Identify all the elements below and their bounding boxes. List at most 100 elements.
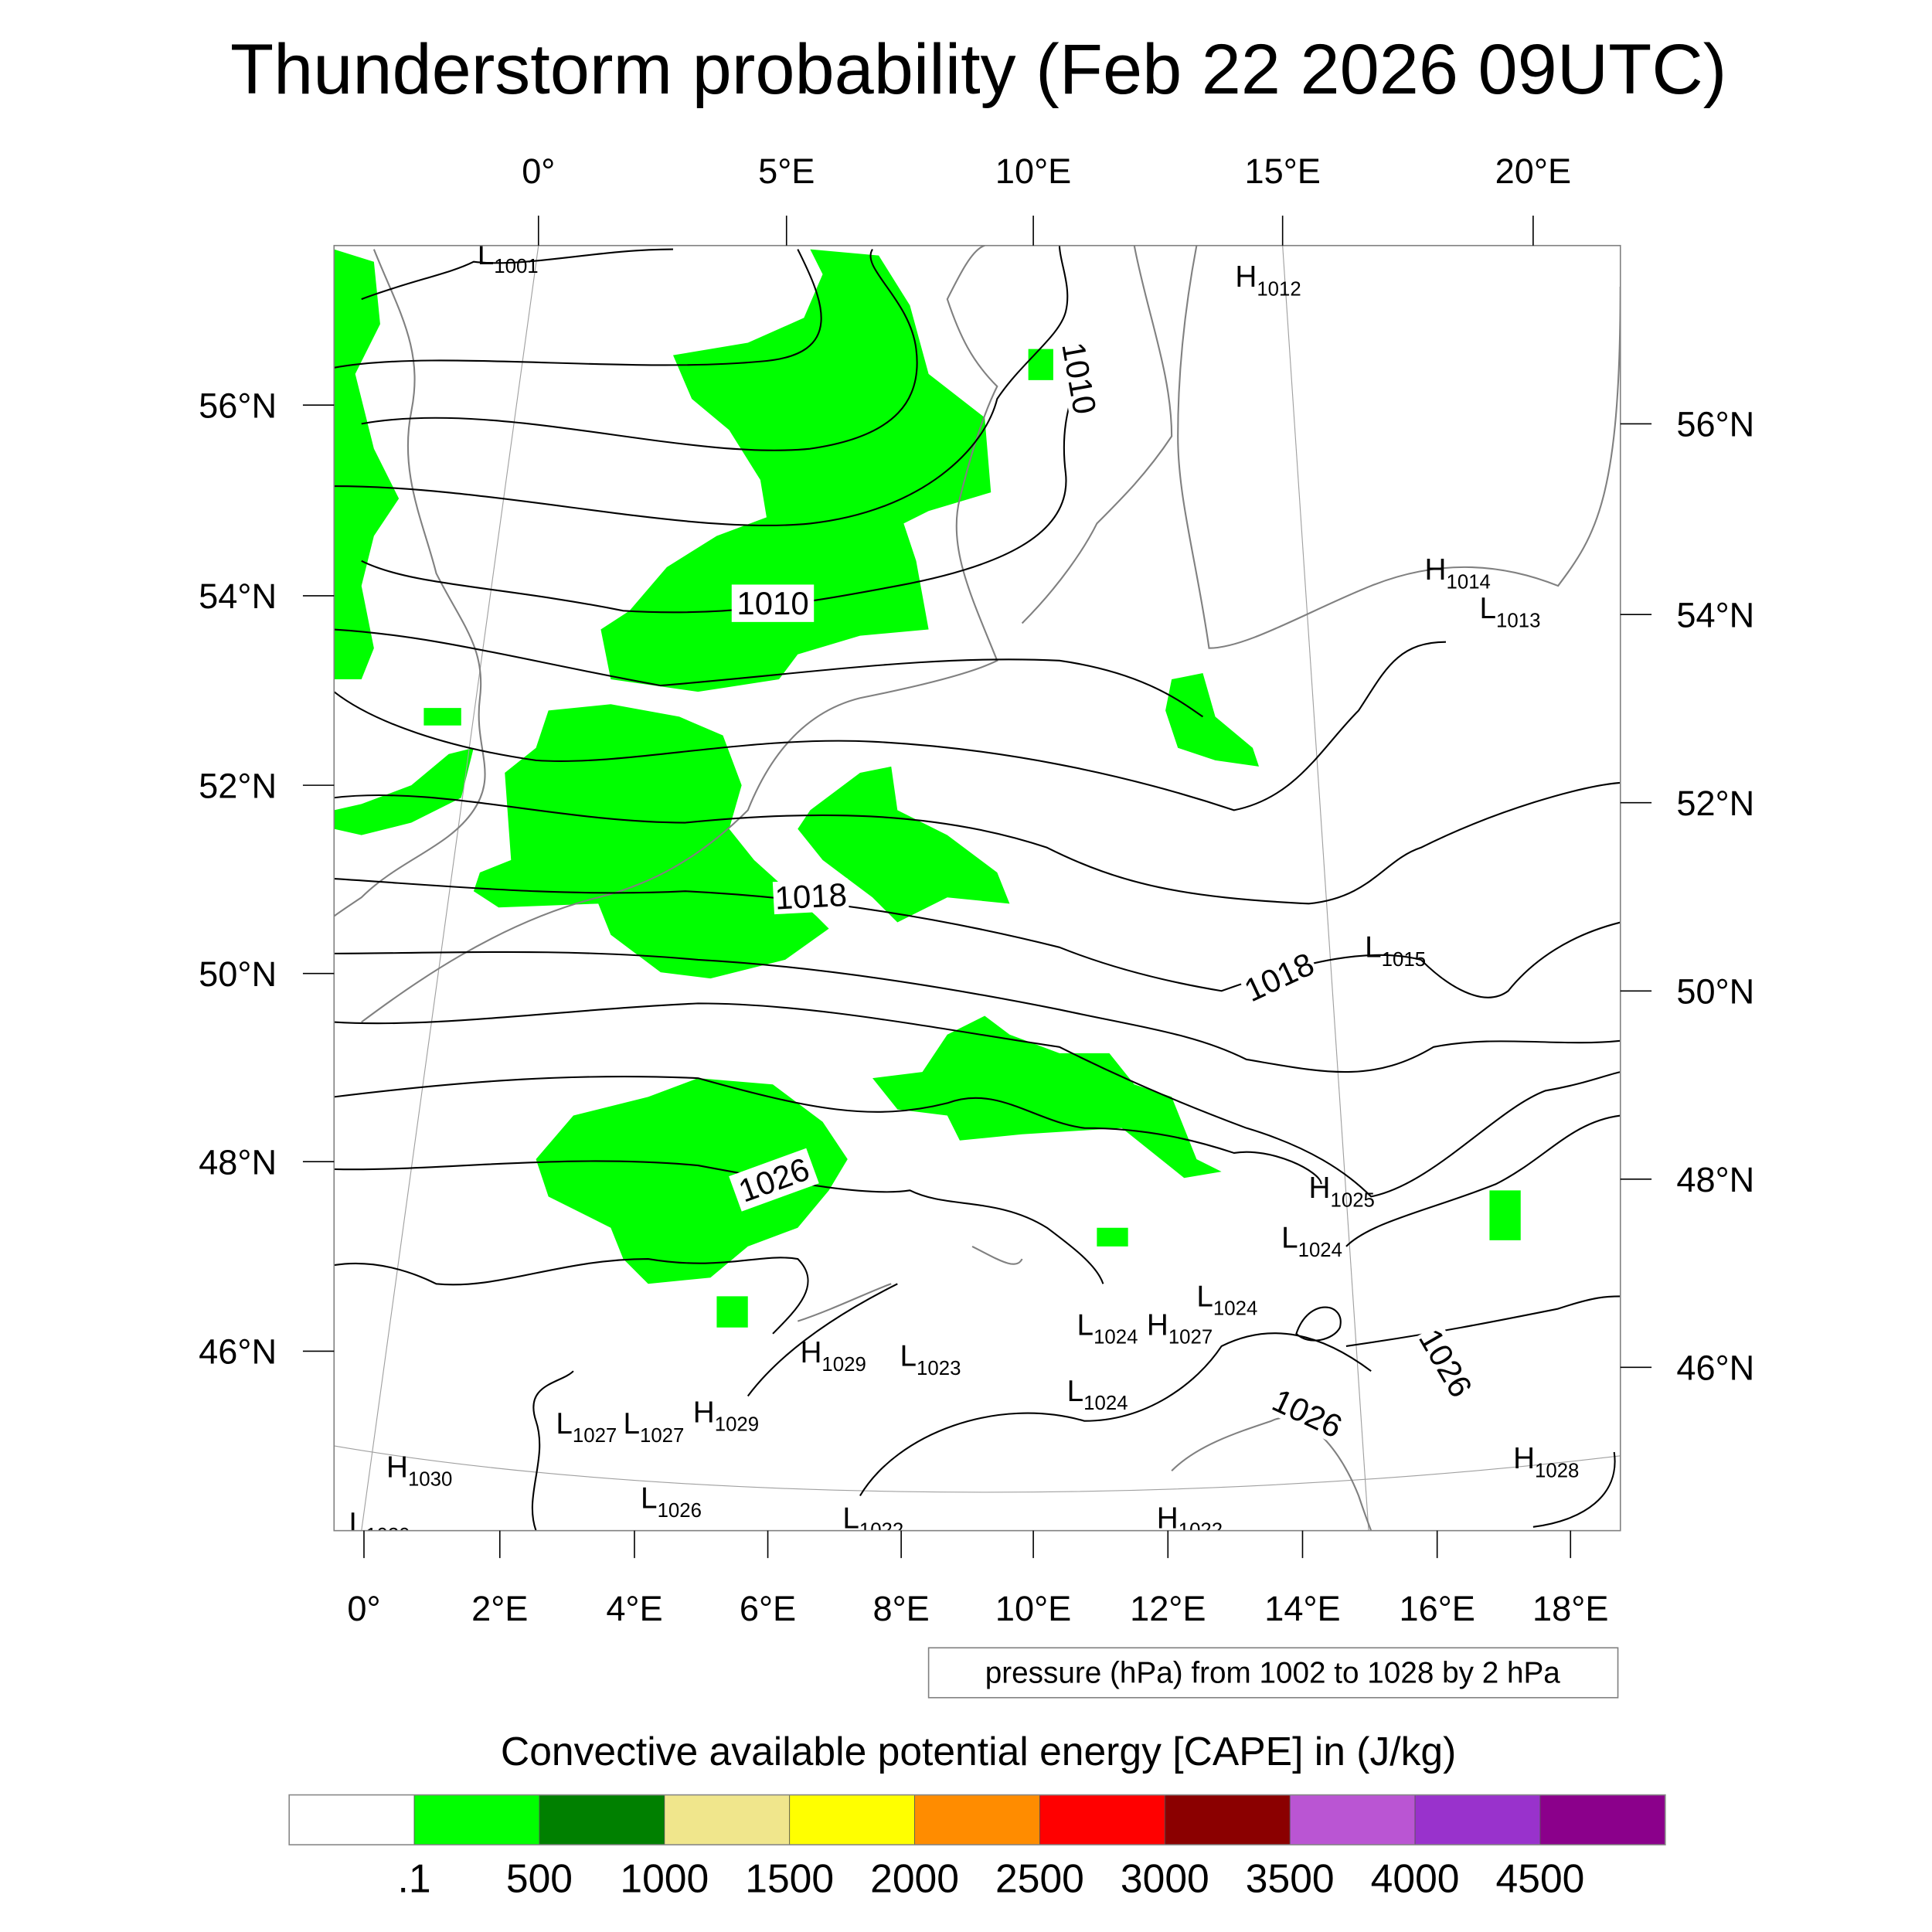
colorbar-frame xyxy=(288,1794,1666,1845)
center-type: L xyxy=(1196,1280,1213,1313)
center-value: 1024 xyxy=(1083,1393,1128,1414)
center-value: 1024 xyxy=(1298,1240,1342,1261)
top-lon-label: 10°E xyxy=(995,151,1071,191)
center-value: 1024 xyxy=(1213,1298,1257,1320)
colorbar-swatch xyxy=(539,1794,665,1845)
center-type: L xyxy=(1281,1222,1298,1255)
colorbar-swatch xyxy=(1039,1794,1165,1845)
pressure-center-high: H1028 xyxy=(1513,1442,1579,1481)
left-lat-label: 50°N xyxy=(199,954,277,994)
top-lon-label: 5°E xyxy=(758,151,815,191)
center-type: H xyxy=(1147,1308,1168,1342)
center-type: L xyxy=(641,1482,658,1515)
center-value: 1020 xyxy=(366,1525,410,1546)
pressure-center-low: L1024 xyxy=(1196,1280,1257,1319)
center-value: 1029 xyxy=(715,1414,759,1436)
pressure-center-high: H1029 xyxy=(693,1396,759,1435)
bottom-lon-label: 2°E xyxy=(471,1589,528,1628)
colorbar-swatch xyxy=(1289,1794,1416,1845)
colorbar-swatch xyxy=(1414,1794,1541,1845)
center-value: 1023 xyxy=(917,1358,961,1379)
left-lat-label: 54°N xyxy=(199,577,277,616)
center-type: H xyxy=(386,1451,408,1484)
isobar-label: 1010 xyxy=(731,584,815,622)
pressure-center-low: L1027 xyxy=(623,1407,684,1447)
center-type: H xyxy=(1235,260,1257,294)
center-value: 1025 xyxy=(1331,1189,1375,1211)
map-frame xyxy=(333,244,1621,1532)
center-value: 1001 xyxy=(494,256,538,277)
colorbar: .1 500 1000 1500 2000 2500 3000 3500 4000 4500 xyxy=(288,1794,1666,1900)
colorbar-swatch xyxy=(1539,1794,1666,1845)
center-value: 1014 xyxy=(1447,571,1491,593)
center-type: H xyxy=(1425,553,1447,587)
colorbar-title: Convective available potential energy [C… xyxy=(501,1729,1456,1774)
colorbar-swatch xyxy=(664,1794,791,1845)
cape-area-low-countries xyxy=(473,704,829,979)
center-value: 1027 xyxy=(1168,1327,1213,1349)
pressure-center-high: H1029 xyxy=(800,1336,866,1376)
pressure-center-low: L1024 xyxy=(1281,1222,1342,1261)
left-lat-label: 46°N xyxy=(199,1332,277,1372)
right-lat-label: 52°N xyxy=(1676,784,1754,823)
bottom-lon-label: 8°E xyxy=(872,1589,929,1628)
center-value: 1024 xyxy=(1094,1327,1138,1349)
right-lat-label: 50°N xyxy=(1676,971,1754,1011)
center-value: 1022 xyxy=(1179,1520,1223,1542)
bottom-lon-label: 12°E xyxy=(1130,1589,1206,1628)
top-lon-label: 15°E xyxy=(1244,151,1320,191)
cape-area-germany xyxy=(798,766,1010,923)
center-type: L xyxy=(1365,931,1382,964)
colorbar-label: 1000 xyxy=(620,1855,709,1900)
pressure-center-high: H1022 xyxy=(1157,1502,1223,1541)
center-type: H xyxy=(693,1396,715,1429)
coastlines xyxy=(334,245,1621,1531)
pressure-center-low: L1027 xyxy=(556,1407,617,1447)
isobar-label: 1018 xyxy=(772,876,849,917)
cape-area-poland xyxy=(1165,672,1260,767)
right-lat-label: 48°N xyxy=(1676,1160,1754,1199)
isobars xyxy=(334,245,1621,1531)
bottom-lon-label: 10°E xyxy=(995,1589,1071,1628)
center-type: L xyxy=(1077,1308,1094,1342)
center-type: L xyxy=(623,1407,640,1440)
colorbar-swatch xyxy=(413,1794,540,1845)
center-value: 1027 xyxy=(640,1425,684,1447)
colorbar-swatch xyxy=(789,1794,915,1845)
pressure-center-high: H1025 xyxy=(1309,1172,1375,1211)
colorbar-swatch xyxy=(288,1794,415,1845)
center-type: L xyxy=(842,1502,859,1535)
colorbar-label: .1 xyxy=(398,1855,431,1900)
cape-area-north-sea xyxy=(600,249,992,692)
pressure-center-low: L1024 xyxy=(1067,1375,1128,1414)
center-type: L xyxy=(1480,592,1497,625)
pressure-center-low: L1026 xyxy=(641,1482,702,1522)
cape-area-france xyxy=(536,1078,848,1284)
cape-area-south-germany xyxy=(872,1015,1222,1179)
center-value: 1029 xyxy=(821,1354,866,1376)
center-value: 1015 xyxy=(1382,949,1426,971)
colorbar-label: 1500 xyxy=(745,1855,834,1900)
center-type: H xyxy=(800,1336,821,1369)
isobar-label-text: 1010 xyxy=(736,585,808,621)
axes: 0° 5°E 10°E 15°E 20°E 56°N 54°N 52°N 50°N 48°N 46°… xyxy=(199,151,1754,1628)
right-lat-label: 46°N xyxy=(1676,1348,1754,1387)
colorbar-swatch xyxy=(1164,1794,1291,1845)
center-type: L xyxy=(900,1340,917,1373)
colorbar-label: 2000 xyxy=(870,1855,959,1900)
left-lat-label: 56°N xyxy=(199,386,277,425)
pressure-center-high: H1012 xyxy=(1235,260,1301,300)
bottom-lon-label: 4°E xyxy=(606,1589,662,1628)
center-type: L xyxy=(478,238,495,271)
top-lon-label: 20°E xyxy=(1495,151,1571,191)
center-value: 1028 xyxy=(1535,1460,1579,1481)
center-type: L xyxy=(349,1507,366,1540)
center-type: L xyxy=(556,1407,573,1440)
graticule xyxy=(334,245,1621,1531)
colorbar-label: 4000 xyxy=(1371,1855,1460,1900)
colorbar-label: 3500 xyxy=(1246,1855,1335,1900)
left-lat-label: 48°N xyxy=(199,1142,277,1182)
center-type: H xyxy=(1513,1442,1535,1475)
cape-fill-areas xyxy=(334,249,1521,1328)
